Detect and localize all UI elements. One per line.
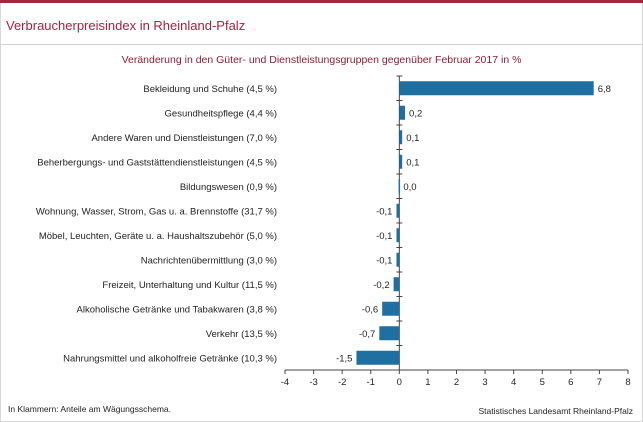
category-label: Nachrichtenübermittlung (3,0 %) [141,255,277,266]
category-label: Bekleidung und Schuhe (4,5 %) [143,84,277,95]
bar [396,228,400,243]
x-tick-label: 3 [482,377,487,388]
category-label: Wohnung, Wasser, Strom, Gas u. a. Brenns… [36,206,277,217]
data-label: 0,1 [406,157,419,168]
title-divider [0,44,643,45]
bar [382,301,400,316]
x-tick-label: -4 [281,377,289,388]
x-tick-label: 0 [397,377,402,388]
footnote: In Klammern: Anteile am Wägungsschema. [8,404,171,414]
bar [396,252,400,267]
x-tick-label: -3 [309,377,317,388]
bar [396,203,400,218]
data-label: 6,8 [598,84,611,95]
category-label: Verkehr (13,5 %) [206,329,277,340]
x-tick-label: 2 [454,377,459,388]
data-label: 0,2 [409,108,422,119]
top-accent-bar [0,0,643,3]
bar [398,179,401,194]
category-label: Gesundheitspflege (4,4 %) [165,108,277,119]
bar [393,277,400,292]
data-label: -0,2 [373,280,389,291]
category-label: Alkoholische Getränke und Tabakwaren (3,… [77,304,278,315]
x-tick-label: 7 [597,377,602,388]
data-label: -0,6 [362,304,378,315]
category-label: Möbel, Leuchten, Geräte u. a. Haushaltsz… [39,231,277,242]
data-label: 0,1 [406,133,419,144]
bar [399,130,403,145]
x-tick-label: 5 [540,377,545,388]
x-tick-label: -2 [338,377,346,388]
data-label: -0,1 [376,231,392,242]
bar [399,154,403,169]
source-credit: Statistisches Landesamt Rheinland-Pfalz [478,406,634,416]
category-label: Bildungswesen (0,9 %) [180,182,277,193]
chart-subtitle: Veränderung in den Güter- und Dienstleis… [121,54,522,66]
bar [379,326,400,341]
x-tick-label: 8 [625,377,630,388]
data-label: -0,1 [376,206,392,217]
category-label: Freizeit, Unterhaltung und Kultur (11,5 … [102,280,277,291]
data-label: -1,5 [336,353,352,364]
bar [399,105,406,120]
x-tick-label: 1 [425,377,430,388]
page-title: Verbraucherpreisindex in Rheinland-Pfalz [6,18,246,33]
data-label: -0,7 [359,329,375,340]
x-tick-label: 4 [511,377,516,388]
bar [399,81,594,96]
data-label: -0,1 [376,255,392,266]
category-label: Andere Waren und Dienstleistungen (7,0 %… [91,133,277,144]
bar [356,350,400,365]
data-label: 0,0 [403,182,416,193]
x-tick-label: -1 [367,377,375,388]
x-tick-label: 6 [568,377,573,388]
category-label: Beherbergungs- und Gaststättendienstleis… [37,157,277,168]
category-label: Nahrungsmittel und alkoholfreie Getränke… [63,353,277,364]
